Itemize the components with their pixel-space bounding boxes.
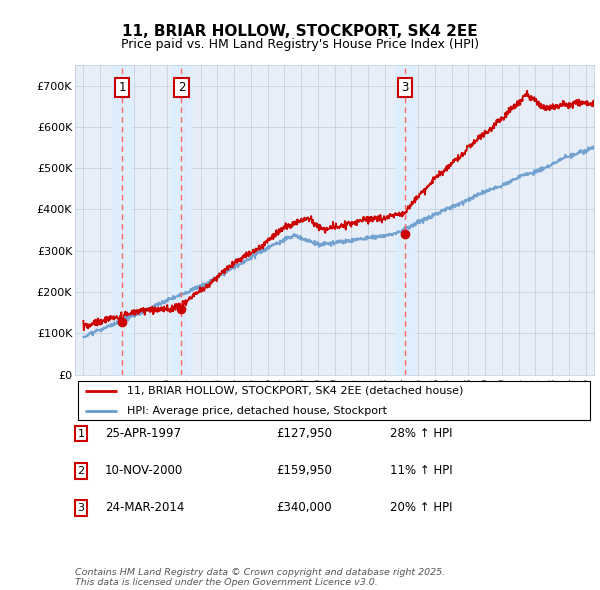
Text: 10-NOV-2000: 10-NOV-2000 xyxy=(105,464,183,477)
Text: 11, BRIAR HOLLOW, STOCKPORT, SK4 2EE: 11, BRIAR HOLLOW, STOCKPORT, SK4 2EE xyxy=(122,24,478,38)
Text: 20% ↑ HPI: 20% ↑ HPI xyxy=(390,502,452,514)
Text: Price paid vs. HM Land Registry's House Price Index (HPI): Price paid vs. HM Land Registry's House … xyxy=(121,38,479,51)
Bar xyxy=(112,65,132,375)
Text: 2: 2 xyxy=(178,81,185,94)
Text: 11, BRIAR HOLLOW, STOCKPORT, SK4 2EE (detached house): 11, BRIAR HOLLOW, STOCKPORT, SK4 2EE (de… xyxy=(127,386,463,396)
Text: 3: 3 xyxy=(77,503,85,513)
Bar xyxy=(395,65,415,375)
Text: HPI: Average price, detached house, Stockport: HPI: Average price, detached house, Stoc… xyxy=(127,407,387,416)
FancyBboxPatch shape xyxy=(77,381,590,420)
Text: 24-MAR-2014: 24-MAR-2014 xyxy=(105,502,184,514)
Text: 2: 2 xyxy=(77,466,85,476)
Text: £127,950: £127,950 xyxy=(276,427,332,440)
Text: 28% ↑ HPI: 28% ↑ HPI xyxy=(390,427,452,440)
Text: £340,000: £340,000 xyxy=(276,502,332,514)
Text: 1: 1 xyxy=(77,429,85,438)
Text: 25-APR-1997: 25-APR-1997 xyxy=(105,427,181,440)
Text: 1: 1 xyxy=(118,81,126,94)
Text: Contains HM Land Registry data © Crown copyright and database right 2025.
This d: Contains HM Land Registry data © Crown c… xyxy=(75,568,445,587)
Text: 11% ↑ HPI: 11% ↑ HPI xyxy=(390,464,452,477)
Bar xyxy=(172,65,191,375)
Text: 3: 3 xyxy=(401,81,409,94)
Text: £159,950: £159,950 xyxy=(276,464,332,477)
